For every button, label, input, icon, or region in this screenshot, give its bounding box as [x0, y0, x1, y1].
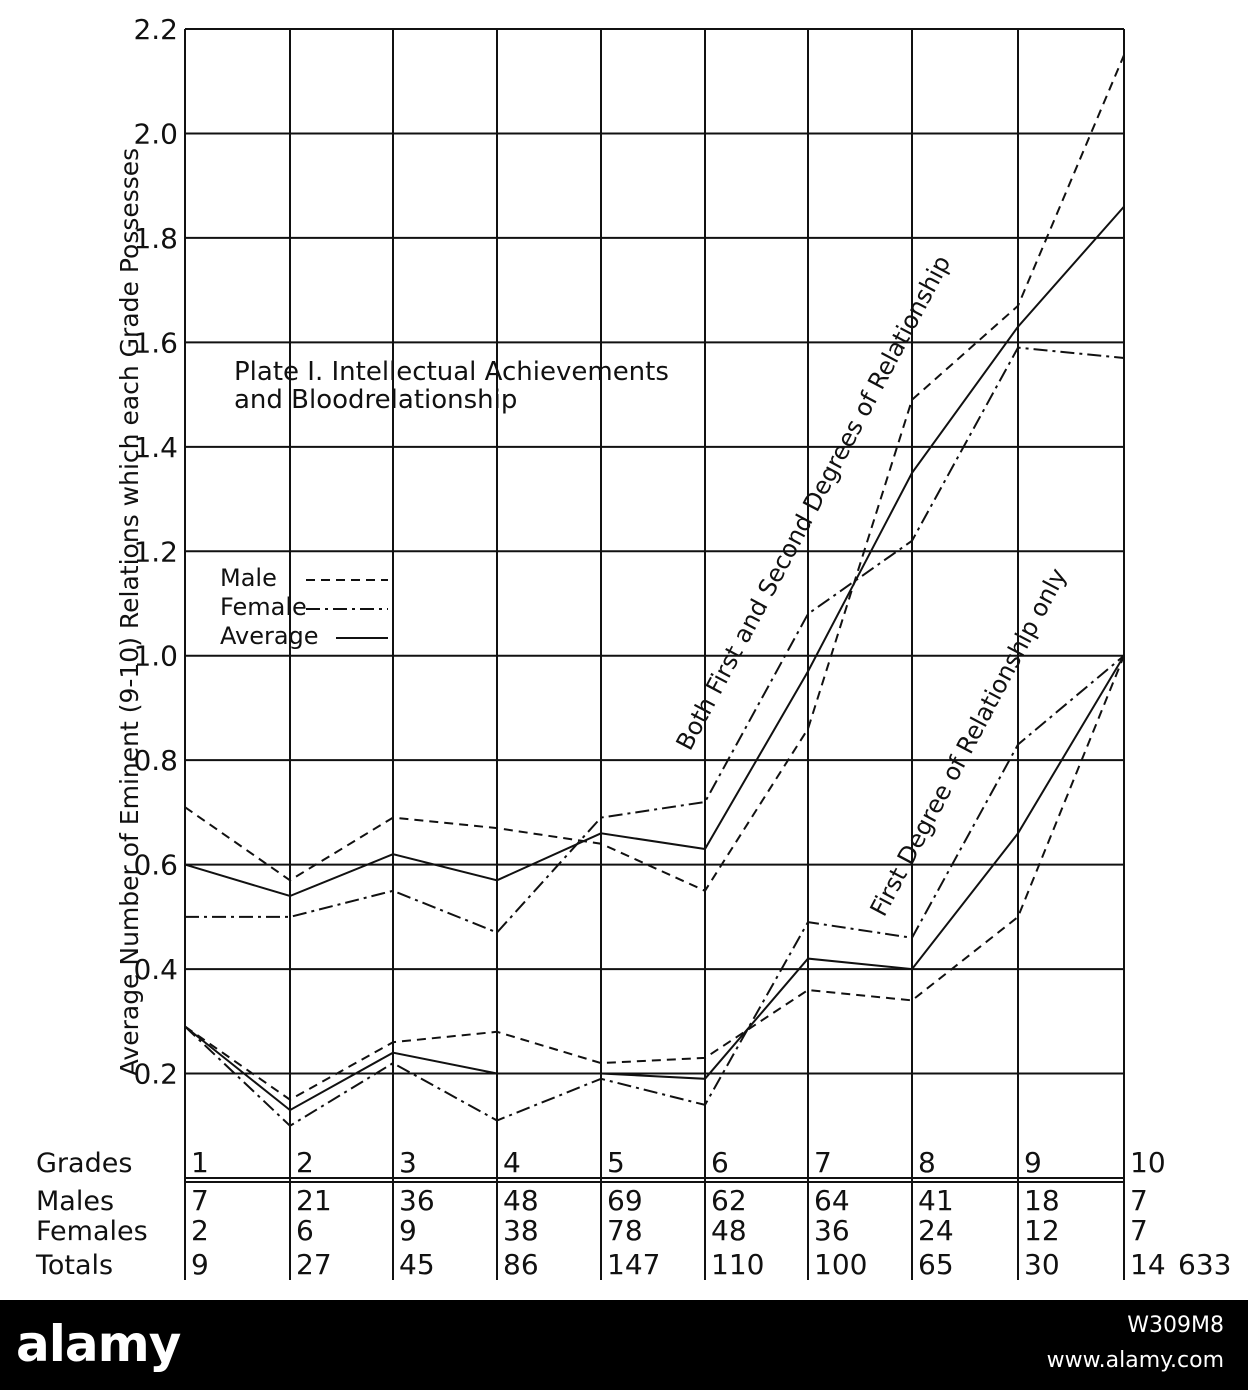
y-axis: 0.2 0.4 0.6 0.8 1.0 1.2 1.4 1.6 1.8 2.0 2.2	[133, 13, 178, 1091]
table-row-label: Totals	[35, 1250, 113, 1281]
table-cell: 110	[711, 1248, 764, 1281]
y-tick-label: 1.2	[133, 535, 178, 568]
table-cell: 38	[503, 1214, 539, 1247]
title-line-2: and Bloodrelationship	[234, 385, 517, 415]
table-row-label: Females	[36, 1216, 148, 1247]
chart-title: Plate I. Intellectual Achievements and B…	[234, 357, 669, 415]
series-lines	[184, 54, 1125, 1128]
table-cell: 86	[503, 1248, 539, 1281]
table-row-label: Grades	[36, 1148, 132, 1179]
table-cell: 21	[296, 1184, 332, 1217]
page-number: 633	[1178, 1248, 1231, 1281]
legend-label: Female	[220, 593, 307, 621]
series-line-first-degree-female	[184, 654, 1125, 1128]
series-line-both-degrees-male	[184, 54, 1125, 893]
table-cell: 48	[503, 1184, 539, 1217]
table-cell: 147	[607, 1248, 660, 1281]
watermark-image-id: W309M8	[1127, 1313, 1224, 1338]
table-cell: 9	[1024, 1146, 1042, 1179]
title-line-1: Plate I. Intellectual Achievements	[234, 357, 669, 387]
table-cell: 45	[399, 1248, 435, 1281]
y-axis-label: Average Number of Eminent (9-10) Relatio…	[115, 148, 144, 1076]
table-cell: 27	[296, 1248, 332, 1281]
table-cell: 36	[814, 1214, 850, 1247]
y-tick-label: 0.6	[133, 849, 178, 882]
table-cell: 2	[191, 1214, 209, 1247]
table-row-label: Males	[36, 1186, 114, 1217]
table-cell: 7	[1130, 1184, 1148, 1217]
legend-label: Average	[220, 622, 319, 650]
table-cell: 69	[607, 1184, 643, 1217]
series-line-first-degree-average	[184, 655, 1125, 1112]
series-line-both-degrees-female	[185, 346, 1125, 934]
y-tick-label: 0.2	[133, 1058, 178, 1091]
table-cell: 6	[296, 1214, 314, 1247]
table-cell: 78	[607, 1214, 643, 1247]
table-cell: 48	[711, 1214, 747, 1247]
y-tick-label: 0.4	[133, 953, 178, 986]
table-cell: 7	[1130, 1214, 1148, 1247]
table-cell: 24	[918, 1214, 954, 1247]
table-cell: 8	[918, 1146, 936, 1179]
table-cell: 65	[918, 1248, 954, 1281]
y-tick-label: 2.0	[133, 117, 178, 150]
group-label-first-degree: First Degree of Relationship only	[865, 564, 1073, 921]
table-cell: 41	[918, 1184, 954, 1217]
y-tick-label: 0.8	[133, 744, 178, 777]
table-cell: 9	[191, 1248, 209, 1281]
table-cell: 36	[399, 1184, 435, 1217]
y-tick-label: 1.6	[133, 326, 178, 359]
watermark-bar	[0, 1300, 1248, 1390]
table-cell: 10	[1130, 1146, 1166, 1179]
table-cell: 5	[607, 1146, 625, 1179]
table-cell: 7	[814, 1146, 832, 1179]
y-tick-label: 1.0	[133, 640, 178, 673]
watermark-logo: alamy	[16, 1315, 181, 1373]
y-tick-label: 2.2	[133, 13, 178, 46]
table-cell: 4	[503, 1146, 521, 1179]
table-cell: 3	[399, 1146, 417, 1179]
legend-label: Male	[220, 564, 277, 592]
series-line-both-degrees-average	[184, 205, 1125, 898]
table-cell: 7	[191, 1184, 209, 1217]
table-cell: 100	[814, 1248, 867, 1281]
table-cell: 2	[296, 1146, 314, 1179]
group-labels: Both First and Second Degrees of Relatio…	[671, 251, 1073, 921]
group-label-both-degrees: Both First and Second Degrees of Relatio…	[671, 251, 957, 755]
table-cell: 6	[711, 1146, 729, 1179]
table-cell: 30	[1024, 1248, 1060, 1281]
grid	[184, 28, 1125, 1280]
table-cell: 14	[1130, 1248, 1166, 1281]
table-cell: 12	[1024, 1214, 1060, 1247]
y-tick-label: 1.8	[133, 222, 178, 255]
table-cell: 64	[814, 1184, 850, 1217]
table-cell: 9	[399, 1214, 417, 1247]
watermark-url: www.alamy.com	[1046, 1348, 1224, 1373]
line-chart: 0.2 0.4 0.6 0.8 1.0 1.2 1.4 1.6 1.8 2.0 2.2 Averag…	[35, 13, 1231, 1281]
table-cell: 18	[1024, 1184, 1060, 1217]
series-line-first-degree-male	[184, 655, 1125, 1101]
y-tick-label: 1.4	[133, 431, 178, 464]
table-cell: 1	[191, 1146, 209, 1179]
table-cell: 62	[711, 1184, 747, 1217]
